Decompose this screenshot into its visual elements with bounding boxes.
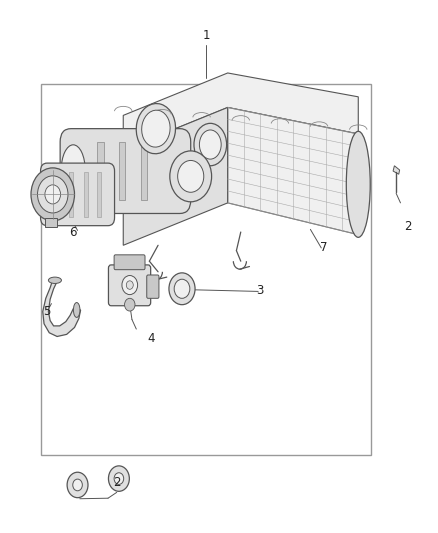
- Bar: [45, 217, 57, 227]
- Polygon shape: [123, 73, 358, 150]
- FancyBboxPatch shape: [147, 275, 159, 298]
- Bar: [119, 142, 125, 200]
- Circle shape: [126, 281, 133, 289]
- Polygon shape: [123, 108, 228, 245]
- Bar: [141, 142, 147, 200]
- Text: 7: 7: [320, 241, 327, 254]
- Text: 1: 1: [202, 29, 210, 42]
- Circle shape: [31, 168, 74, 221]
- FancyBboxPatch shape: [60, 128, 191, 214]
- FancyBboxPatch shape: [114, 255, 145, 270]
- Ellipse shape: [74, 303, 80, 317]
- Polygon shape: [228, 108, 358, 235]
- Circle shape: [170, 151, 212, 202]
- Circle shape: [109, 466, 129, 491]
- Bar: [97, 172, 102, 216]
- Circle shape: [169, 273, 195, 305]
- Ellipse shape: [61, 145, 85, 195]
- Circle shape: [124, 298, 135, 311]
- Bar: [84, 172, 88, 216]
- Text: 3: 3: [257, 284, 264, 297]
- Text: 6: 6: [70, 225, 77, 239]
- Ellipse shape: [136, 103, 176, 154]
- Ellipse shape: [194, 123, 226, 166]
- Bar: [97, 142, 104, 200]
- Text: 5: 5: [43, 305, 51, 318]
- Circle shape: [73, 479, 82, 491]
- Circle shape: [174, 279, 190, 298]
- Ellipse shape: [346, 131, 370, 237]
- Polygon shape: [393, 166, 399, 174]
- Ellipse shape: [48, 277, 61, 284]
- FancyBboxPatch shape: [41, 163, 115, 225]
- FancyBboxPatch shape: [109, 265, 151, 306]
- Circle shape: [114, 473, 124, 484]
- Text: 2: 2: [405, 220, 412, 233]
- Ellipse shape: [141, 110, 170, 147]
- Bar: [41, 84, 371, 455]
- Text: 2: 2: [113, 477, 120, 489]
- Circle shape: [178, 160, 204, 192]
- Ellipse shape: [199, 130, 221, 159]
- Circle shape: [45, 185, 60, 204]
- Text: 4: 4: [148, 332, 155, 344]
- Bar: [69, 172, 73, 216]
- Circle shape: [38, 176, 68, 213]
- Polygon shape: [43, 280, 81, 336]
- Circle shape: [67, 472, 88, 498]
- Circle shape: [122, 276, 138, 295]
